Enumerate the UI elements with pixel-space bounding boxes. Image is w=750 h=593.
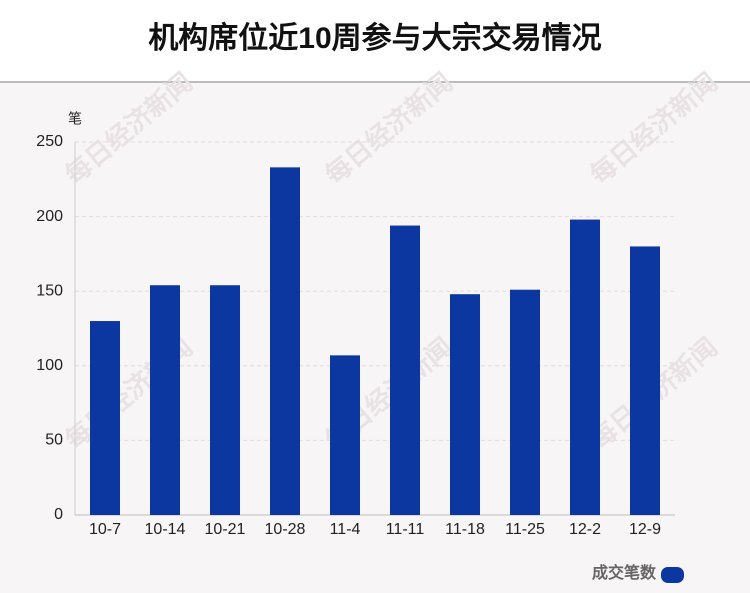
legend-label: 成交笔数 [592,563,657,582]
bar [330,355,360,515]
x-tick-label: 10-21 [205,521,246,538]
header-background [0,0,750,82]
x-tick-label: 11-4 [330,521,361,538]
y-tick-label: 100 [36,357,63,374]
bar [390,225,420,515]
y-tick-label: 50 [45,432,63,449]
x-tick-label: 10-14 [145,521,186,538]
x-tick-label: 12-9 [629,521,661,538]
y-tick-label: 150 [36,282,63,299]
bar [210,285,240,515]
watermark: 每日经济新闻 [584,67,723,190]
legend-swatch [661,567,684,583]
bar [570,219,600,516]
bar [90,321,120,515]
bar [450,294,480,515]
chart-title: 机构席位近10周参与大宗交易情况 [148,21,601,55]
x-tick-label: 11-25 [505,521,545,538]
x-tick-label: 12-2 [569,521,601,538]
y-tick-label: 250 [36,133,63,150]
watermark: 每日经济新闻 [319,67,458,190]
x-tick-label: 10-28 [265,521,306,538]
x-tick-label: 10-7 [89,521,121,538]
x-tick-label: 11-11 [386,521,425,538]
x-tick-label: 11-18 [445,521,485,538]
y-tick-label: 200 [36,208,63,225]
bar [630,246,660,515]
bar [150,285,180,515]
bar [510,289,540,515]
y-tick-label: 0 [54,506,63,523]
watermark: 每日经济新闻 [59,67,198,190]
y-axis-label: 笔 [68,111,82,127]
bar [270,167,300,515]
